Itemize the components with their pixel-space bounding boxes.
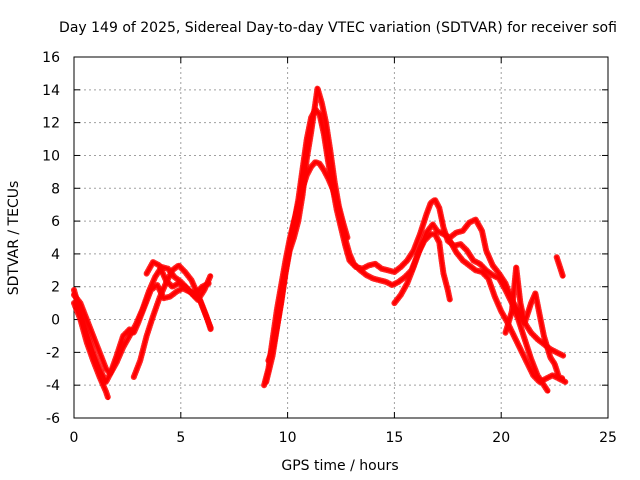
y-tick-label: -2 [46,345,60,361]
y-tick-label: 16 [42,50,60,66]
series-arc-k [503,265,565,381]
y-tick-label: 0 [51,313,60,329]
series-arc-d-markers [130,262,214,380]
series-arc-d [132,263,213,379]
y-tick-label: 4 [51,247,60,263]
y-tick-label: -4 [46,378,60,394]
y-tick-label: 2 [51,280,60,296]
series-arc-j [448,239,567,384]
plot-frame [73,56,609,419]
x-tick-label: 20 [492,430,510,446]
y-tick-label: 12 [42,116,60,132]
series-arc-b [72,301,110,400]
y-tick-label: 14 [42,83,60,99]
y-tick-label: -6 [46,411,60,427]
x-tick-label: 15 [385,430,403,446]
x-tick-label: 10 [279,430,297,446]
y-tick-label: 8 [51,181,60,197]
y-tick-label: 10 [42,148,60,164]
series-arc-l [555,255,565,279]
series-arc-e [145,260,213,302]
y-axis-label: SDTVAR / TECUs [6,181,22,296]
axis-ticks: 0 5 10 15 20 25 -6 -4 -2 0 2 4 6 8 10 12 14 16 [42,50,617,446]
x-tick-label: 25 [599,430,617,446]
series-arc-i [392,217,565,358]
x-tick-label: 0 [70,430,79,446]
series-arc-f [262,160,452,387]
y-tick-label: 6 [51,214,60,230]
series-arc-f-markers [261,159,453,389]
series-arc-h [266,86,349,363]
data-series [71,85,569,402]
chart-title: Day 149 of 2025, Sidereal Day-to-day VTE… [59,20,617,36]
x-tick-label: 5 [176,430,185,446]
x-axis-label: GPS time / hours [281,458,398,474]
